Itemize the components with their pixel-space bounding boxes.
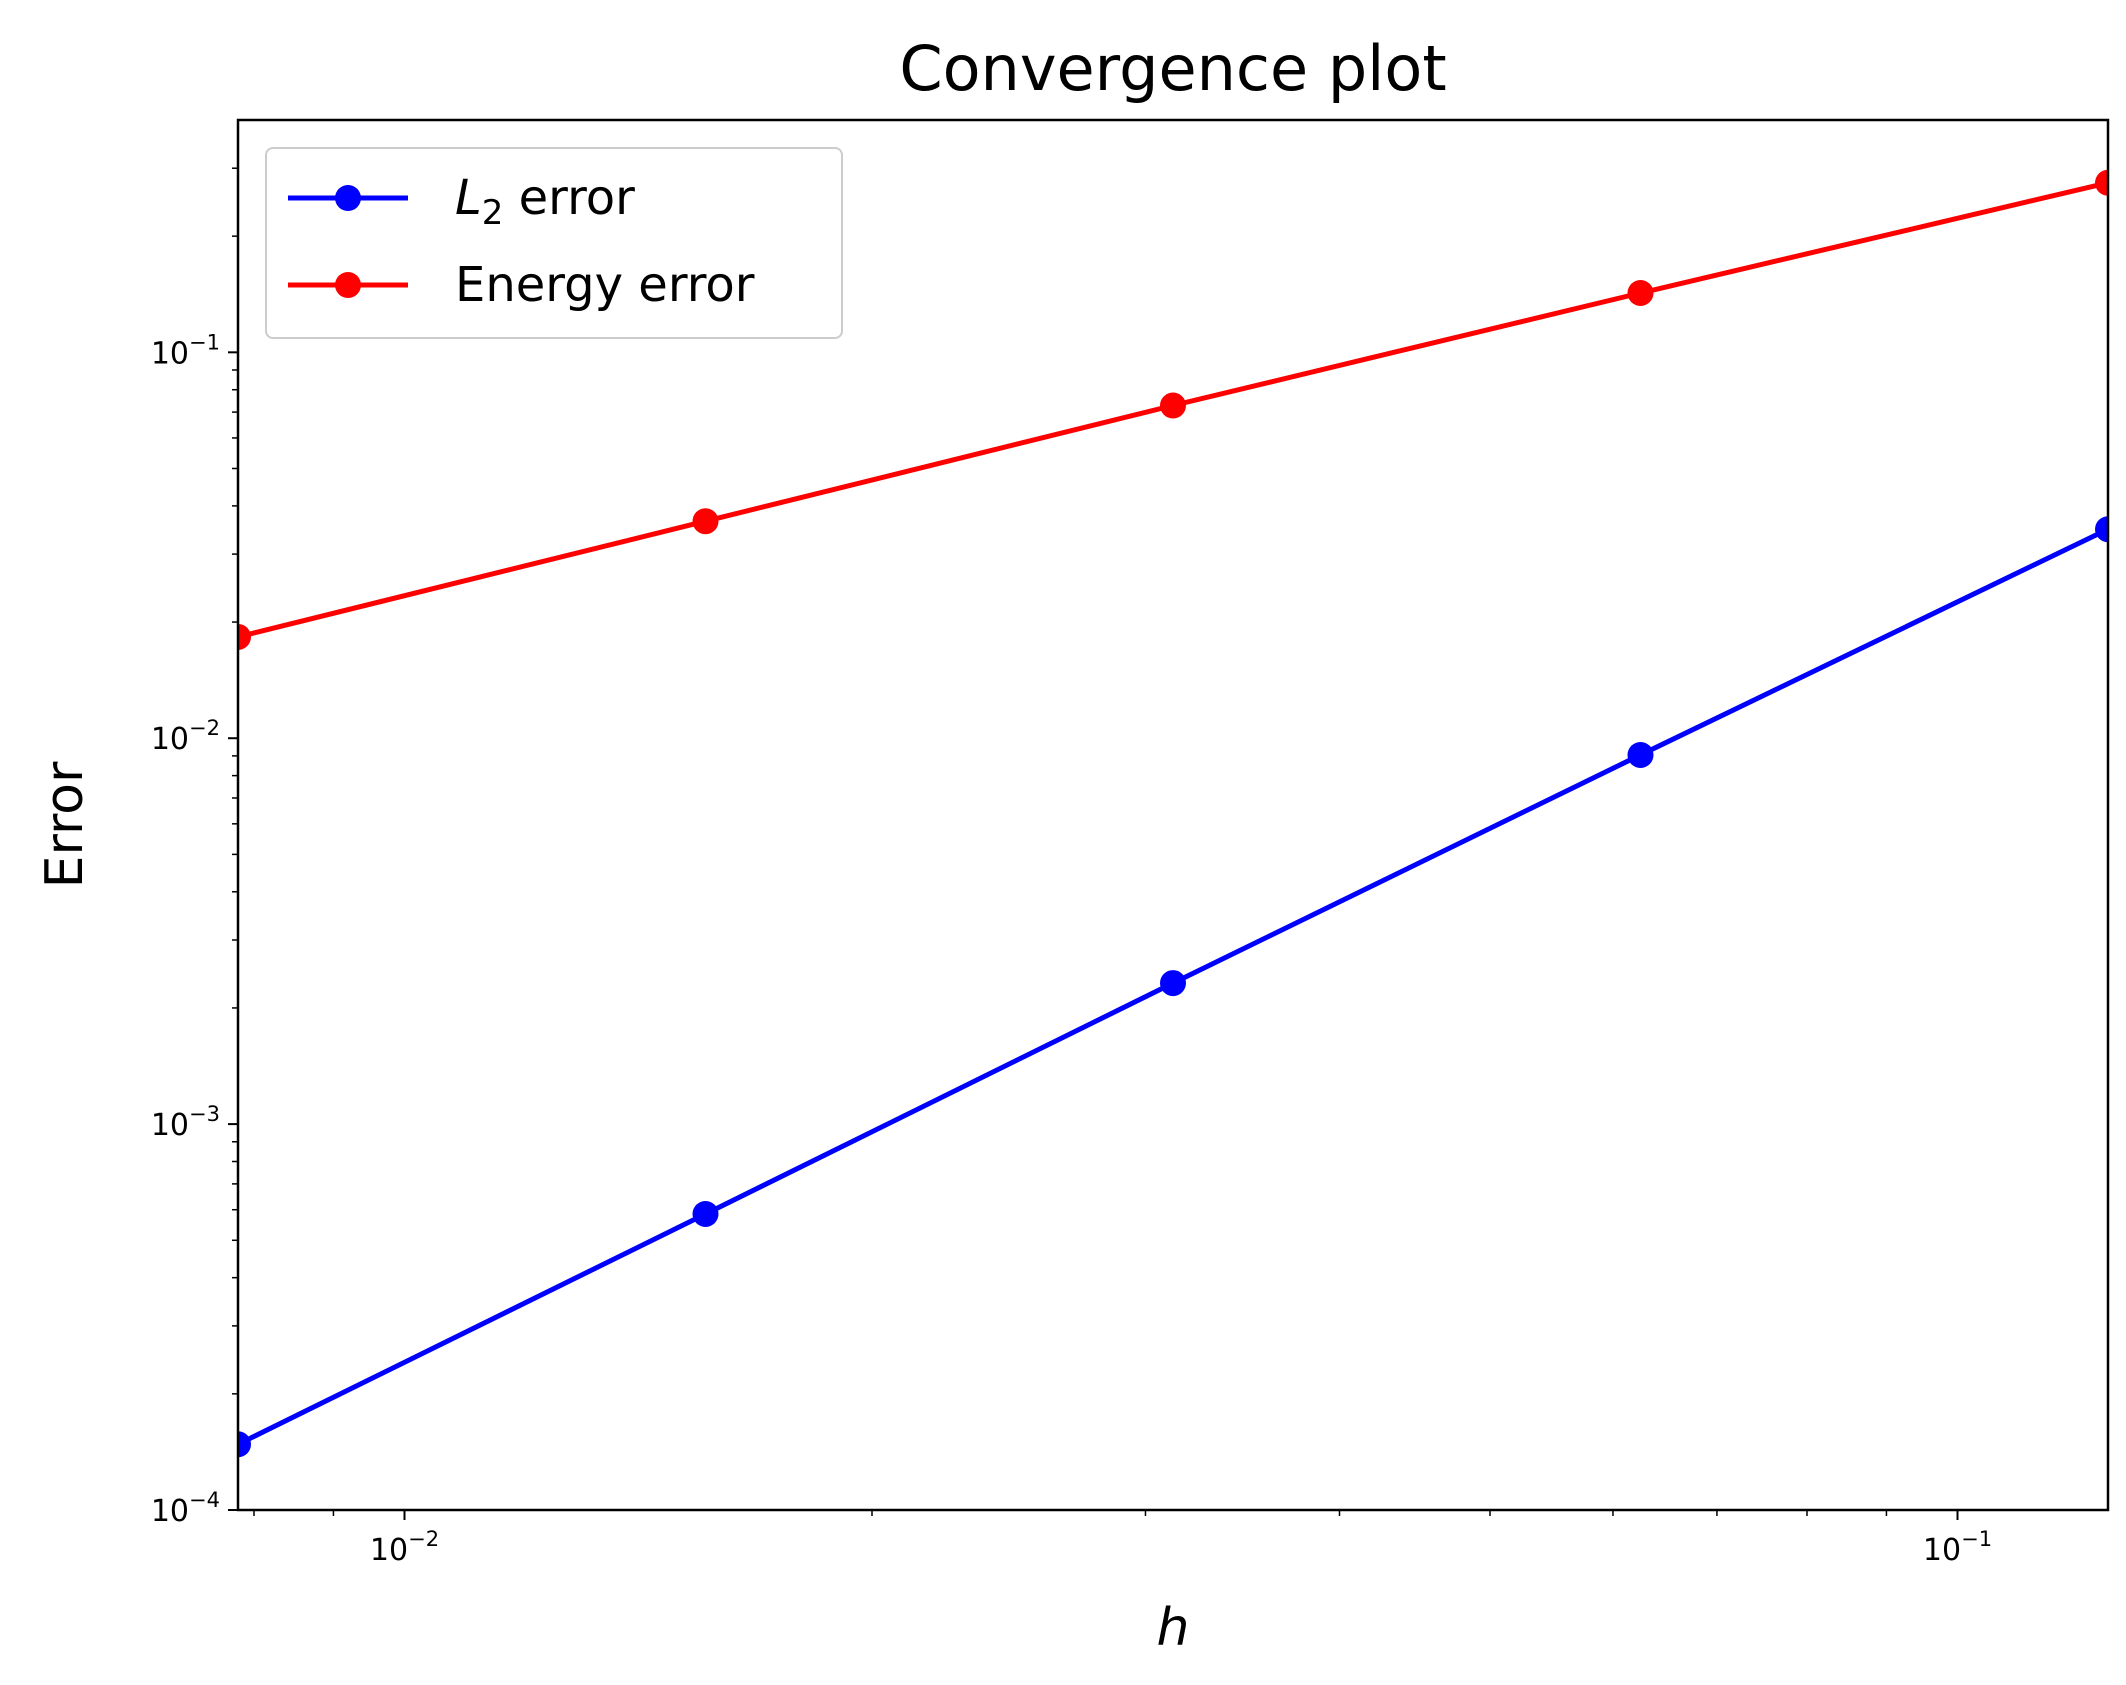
series-1-marker [1160, 392, 1186, 419]
plot-frame [236, 118, 2110, 1512]
series-1-marker [238, 623, 251, 650]
series-1-marker [2095, 169, 2108, 196]
y-tick-label: 10−4 [151, 1488, 220, 1529]
legend-label-1: Energy error [455, 257, 755, 313]
x-tick-label: 10−2 [370, 1527, 439, 1568]
y-tick-label: 10−1 [151, 330, 220, 371]
series-0-marker [2095, 516, 2108, 543]
legend-marker-0 [335, 185, 361, 211]
series-0-marker [238, 1431, 251, 1458]
chart-title: Convergence plot [899, 32, 1446, 105]
series-lines [238, 169, 2108, 1458]
series-1-marker [692, 508, 719, 535]
axis-ticks: 10−4 10−3 10−2 10−1 10−2 10−1 [151, 167, 1992, 1568]
x-axis-label: h [1157, 1598, 1190, 1658]
y-tick-label: 10−2 [151, 716, 220, 757]
legend-label-0: L2 error [455, 170, 635, 233]
x-tick-label: 10−1 [1923, 1527, 1992, 1568]
legend-marker-1 [335, 272, 361, 298]
series-1-marker [1627, 279, 1654, 306]
series-0-marker [692, 1200, 719, 1227]
series-0-marker [1627, 741, 1654, 768]
y-axis-label: Error [35, 761, 95, 888]
y-tick-label: 10−3 [151, 1102, 220, 1143]
legend: L2 error Energy error [265, 147, 843, 339]
legend-box [265, 147, 843, 339]
series-0-marker [1160, 970, 1186, 997]
